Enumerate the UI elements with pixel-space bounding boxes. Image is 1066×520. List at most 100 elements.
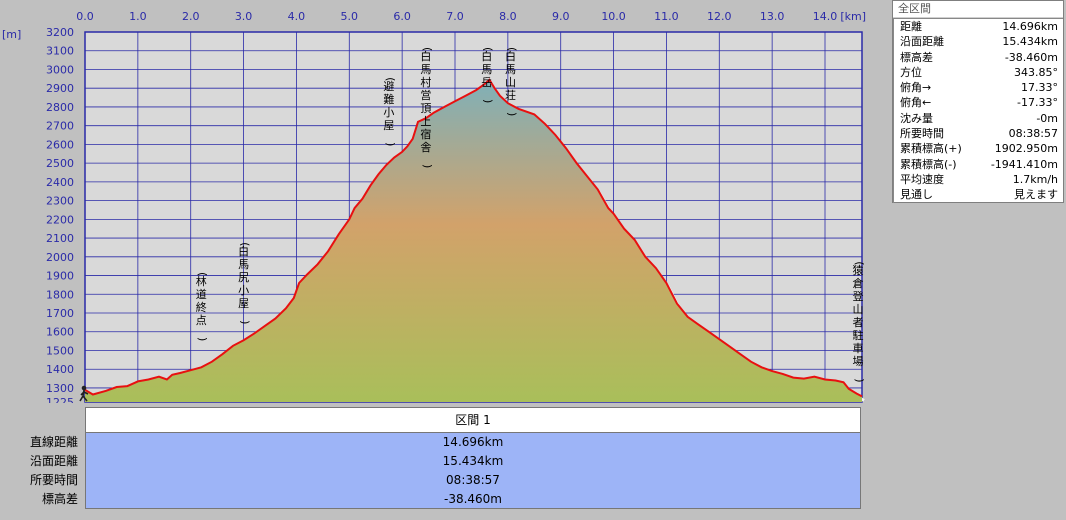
summary-row: 累積標高(+) 1902.950m (894, 141, 1063, 156)
summary-label: 沈み量 (900, 111, 933, 125)
summary-row: 標高差 -38.460m (894, 50, 1063, 65)
x-tick-label: 0.0 (76, 10, 94, 23)
y-tick-label: 1700 (46, 307, 74, 320)
y-tick-label: 1225 (46, 396, 74, 403)
summary-row: 累積標高(-) -1941.410m (894, 157, 1063, 172)
summary-row: 平均速度 1.7km/h (894, 172, 1063, 187)
y-axis-unit: [m] (2, 28, 21, 41)
summary-value: 15.434km (1002, 35, 1058, 49)
y-tick-label: 1300 (46, 382, 74, 395)
landmark-label: (白馬村営頂上宿舎) (420, 47, 433, 168)
elevation-line (84, 78, 863, 398)
y-tick-label: 2300 (46, 195, 74, 208)
summary-row: 見通し 見えます (894, 187, 1063, 202)
section-body (85, 433, 861, 509)
x-tick-label: 1.0 (129, 10, 147, 23)
landmark-label: (避難小屋) (383, 77, 396, 146)
x-axis-unit: [km] (840, 10, 866, 23)
x-tick-label: 10.0 (601, 10, 626, 23)
y-tick-label: 3100 (46, 45, 74, 58)
x-tick-label: 3.0 (235, 10, 253, 23)
landmark-label: (白馬岳) (481, 47, 494, 103)
x-tick-label: 8.0 (499, 10, 517, 23)
landmark-label: (白馬山荘) (505, 47, 518, 116)
summary-label: 俯角← (900, 96, 932, 110)
elevation-area (85, 79, 862, 403)
x-tick-label: 11.0 (654, 10, 679, 23)
section-label: 沿面距離 (29, 454, 78, 468)
summary-row: 俯角← -17.33° (894, 95, 1063, 110)
section-value: -38.460m (443, 492, 502, 506)
summary-row: 沿面距離 15.434km (894, 34, 1063, 49)
summary-panel: 全区間 距離 14.696km 沿面距離 15.434km 標高差 -38.460m 方位 3… (892, 0, 1064, 203)
summary-label: 平均速度 (900, 172, 944, 186)
hiker-icon (79, 385, 89, 402)
section-value: 15.434km (442, 454, 504, 468)
y-tick-label: 3200 (46, 26, 74, 39)
x-tick-label: 12.0 (707, 10, 732, 23)
y-tick-label: 2700 (46, 120, 74, 133)
summary-value: -38.460m (1004, 50, 1058, 64)
y-tick-label: 2400 (46, 176, 74, 189)
x-tick-labels: 0.0 1.0 2.0 3.0 4.0 5.0 6.0 7.0 8.0 9.0 10.0 11.0 12… (76, 10, 837, 23)
section-value: 08:38:57 (446, 473, 500, 487)
y-tick-label: 2600 (46, 138, 74, 151)
summary-title: 全区間 (893, 1, 1063, 18)
summary-value: 1902.950m (994, 142, 1058, 156)
y-tick-label: 2500 (46, 157, 74, 170)
x-tick-label: 2.0 (182, 10, 200, 23)
y-tick-label: 3000 (46, 63, 74, 76)
summary-value: 343.85° (1014, 65, 1058, 79)
summary-label: 標高差 (900, 50, 933, 64)
summary-value: -17.33° (1017, 96, 1058, 110)
x-tick-label: 9.0 (552, 10, 570, 23)
landmark-label: (林道終点) (196, 272, 209, 341)
y-tick-labels: 3200 3100 3000 2900 2800 2700 2600 2500 2400 2300… (46, 26, 74, 403)
summary-label: 沿面距離 (900, 35, 944, 49)
y-tick-label: 1500 (46, 344, 74, 357)
x-tick-label: 13.0 (760, 10, 785, 23)
summary-label: 見通し (900, 188, 933, 202)
summary-label: 所要時間 (900, 127, 944, 141)
summary-row: 沈み量 -0m (894, 111, 1063, 126)
y-tick-label: 2800 (46, 101, 74, 114)
x-tick-label: 4.0 (288, 10, 306, 23)
landmark-labels: (林道終点) (白馬尻小屋) (避難小屋) (白馬村営頂上宿舎) (白馬岳) (白馬山荘)… (196, 47, 866, 382)
section-label: 直線距離 (29, 435, 78, 449)
summary-value: 1.7km/h (1012, 172, 1058, 186)
y-tick-label: 1600 (46, 326, 74, 339)
landmark-label: (猿倉登山者駐車場) (853, 261, 866, 382)
summary-value: 08:38:57 (1008, 127, 1058, 141)
summary-value: 17.33° (1021, 81, 1058, 95)
summary-value: 14.696km (1002, 20, 1058, 33)
elevation-profile-chart: 0.0 1.0 2.0 3.0 4.0 5.0 6.0 7.0 8.0 9.0 10.0 11.0 12… (2, 10, 866, 403)
summary-rows: 距離 14.696km 沿面距離 15.434km 標高差 -38.460m 方位 343.8… (893, 18, 1063, 203)
x-tick-label: 7.0 (446, 10, 464, 23)
section-label: 所要時間 (29, 473, 78, 487)
section-header: 区間 1 (85, 407, 861, 433)
summary-label: 累積標高(-) (900, 157, 957, 171)
x-tick-label: 14.0 (813, 10, 838, 23)
y-tick-label: 2900 (46, 82, 74, 95)
summary-row: 距離 14.696km (894, 19, 1063, 34)
section-value: 14.696km (442, 435, 504, 449)
section-label: 標高差 (41, 492, 78, 506)
summary-label: 方位 (900, 65, 922, 79)
summary-label: 距離 (900, 20, 922, 33)
x-tick-label: 6.0 (393, 10, 411, 23)
y-tick-label: 2200 (46, 213, 74, 226)
summary-label: 累積標高(+) (900, 142, 962, 156)
summary-value: 見えます (1014, 188, 1058, 202)
summary-value: -1941.410m (990, 157, 1058, 171)
summary-row: 方位 343.85° (894, 65, 1063, 80)
x-tick-label: 5.0 (341, 10, 359, 23)
summary-value: -0m (1036, 111, 1058, 125)
y-tick-label: 2100 (46, 232, 74, 245)
summary-row: 所要時間 08:38:57 (894, 126, 1063, 141)
y-tick-label: 1400 (46, 363, 74, 376)
summary-label: 俯角→ (900, 81, 932, 95)
y-tick-label: 1800 (46, 288, 74, 301)
y-tick-label: 1900 (46, 270, 74, 283)
section-table: 区間 1 直線距離 14.696km 沿面距離 15.434km 所要時間 08… (0, 403, 866, 520)
y-tick-label: 2000 (46, 251, 74, 264)
